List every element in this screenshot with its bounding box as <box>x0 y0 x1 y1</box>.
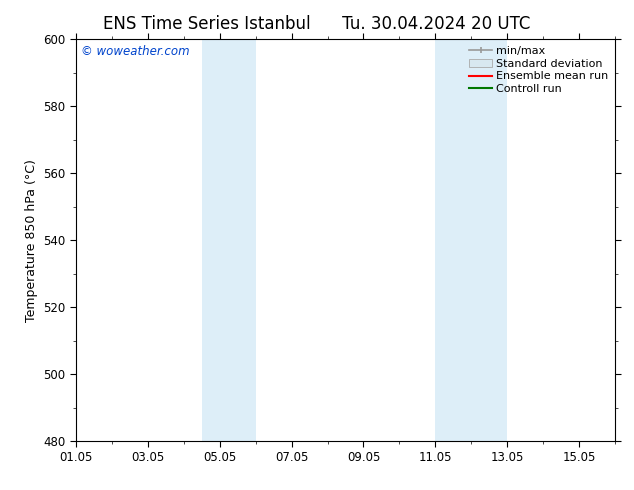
Text: ENS Time Series Istanbul      Tu. 30.04.2024 20 UTC: ENS Time Series Istanbul Tu. 30.04.2024 … <box>103 15 531 33</box>
Y-axis label: Temperature 850 hPa (°C): Temperature 850 hPa (°C) <box>25 159 38 321</box>
Text: © woweather.com: © woweather.com <box>81 45 190 58</box>
Legend: min/max, Standard deviation, Ensemble mean run, Controll run: min/max, Standard deviation, Ensemble me… <box>465 42 612 98</box>
Bar <box>436 39 507 441</box>
Bar <box>202 39 256 441</box>
